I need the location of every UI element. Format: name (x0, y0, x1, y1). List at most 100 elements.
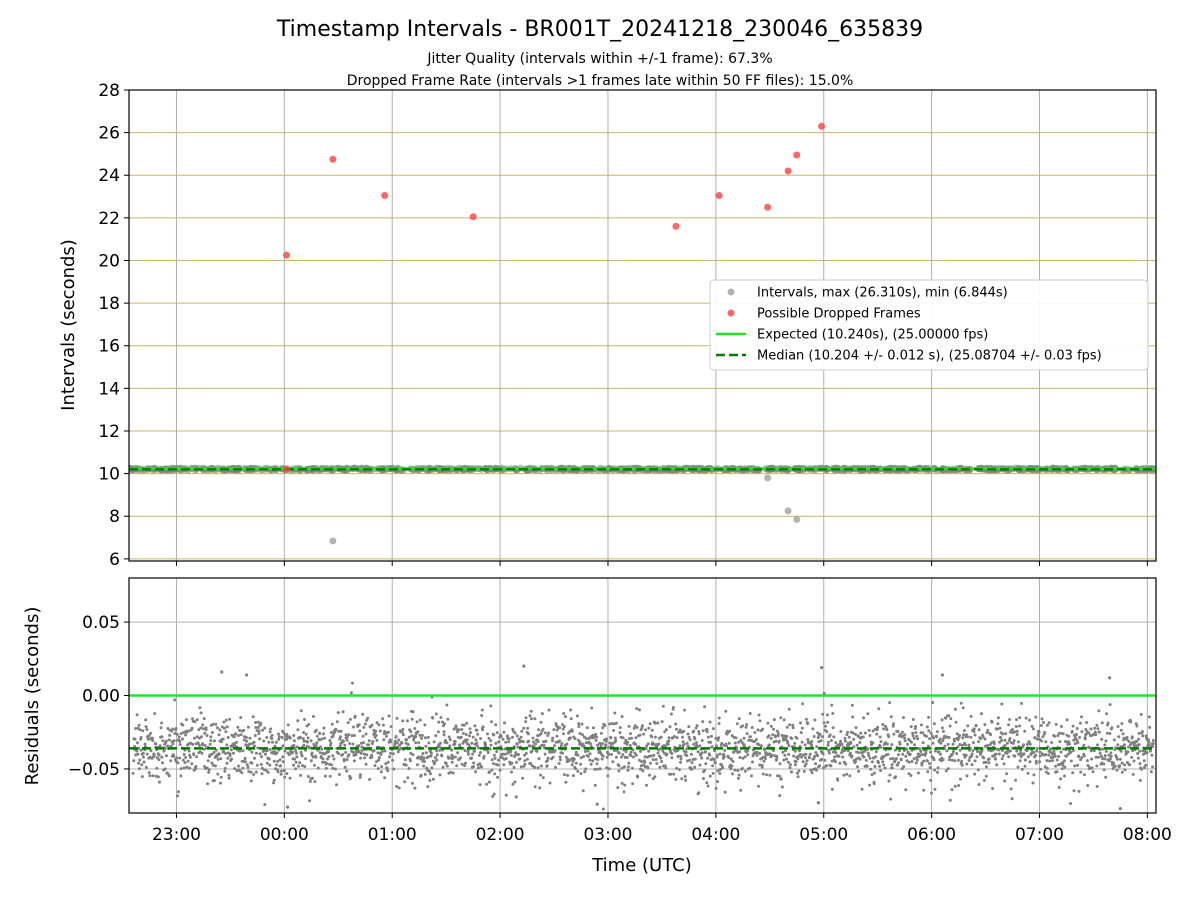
residual-point (487, 780, 491, 784)
residual-point (397, 738, 401, 742)
residual-point (755, 750, 759, 754)
residual-point (533, 785, 537, 789)
residual-point (1044, 753, 1048, 757)
residual-point (207, 770, 211, 774)
residual-point (900, 730, 904, 734)
residual-point (551, 739, 554, 743)
residual-point (492, 733, 496, 737)
residual-point (432, 740, 436, 744)
residual-point (1018, 716, 1022, 720)
residual-point (734, 736, 738, 740)
residual-point (941, 739, 945, 743)
residual-point (733, 768, 737, 772)
residual-point (277, 735, 281, 739)
residual-point (381, 717, 385, 721)
residual-point (246, 725, 250, 729)
residual-point (879, 769, 883, 773)
residual-point (375, 760, 378, 764)
residual-point (576, 769, 580, 773)
residual-point (998, 740, 1002, 744)
residual-point (367, 743, 371, 747)
residual-point (881, 723, 885, 726)
residual-point (791, 726, 795, 730)
residual-point (948, 724, 952, 728)
residual-point (293, 746, 297, 750)
residual-point (1023, 764, 1027, 768)
residual-point (976, 768, 980, 772)
residual-point (442, 730, 446, 734)
residual-point (935, 730, 939, 734)
residual-point (403, 758, 407, 762)
residual-point (1094, 755, 1098, 759)
residual-point (729, 757, 733, 761)
intervals-x-ticks (175, 561, 1148, 566)
residual-point (741, 724, 745, 728)
x-tick-label: 04:00 (691, 825, 740, 845)
residual-point (302, 739, 306, 743)
residual-point (1109, 754, 1113, 758)
residual-point (685, 754, 689, 758)
residual-point (775, 754, 779, 758)
residual-point (479, 737, 482, 740)
residual-point (953, 784, 957, 788)
residual-point (850, 703, 854, 707)
residual-point (617, 764, 621, 768)
residual-point (879, 740, 883, 744)
residual-point (892, 732, 896, 736)
residual-point (422, 764, 426, 768)
residual-point (1077, 789, 1081, 793)
residual-point (256, 720, 260, 724)
residual-point (586, 754, 590, 758)
residual-point (955, 732, 959, 736)
residual-point (300, 754, 304, 758)
residual-point (184, 718, 188, 722)
residual-point (967, 759, 971, 762)
residual-point (260, 755, 263, 759)
residual-point (217, 752, 221, 756)
residual-point (1058, 740, 1062, 744)
residual-point (487, 736, 491, 740)
residual-point (222, 726, 226, 730)
legend: Intervals, max (26.310s), min (6.844s) P… (709, 279, 1149, 371)
residual-point (308, 746, 312, 750)
residual-point (1022, 743, 1026, 747)
residual-point (705, 781, 709, 785)
residual-point (925, 759, 929, 763)
residual-point (1018, 724, 1021, 728)
residual-point (1086, 784, 1090, 787)
residual-point (263, 803, 267, 807)
residual-point (424, 751, 428, 755)
residual-point (540, 712, 544, 716)
residual-point (388, 755, 392, 759)
residual-point (924, 749, 928, 753)
residual-point (729, 767, 733, 771)
intervals-data (129, 122, 1156, 545)
residual-point (803, 764, 807, 768)
residual-point (477, 753, 481, 757)
residual-point (660, 720, 664, 724)
residual-point (454, 755, 457, 759)
residual-point (463, 749, 467, 753)
residual-point (838, 761, 842, 765)
residual-point (258, 752, 262, 756)
residual-point (672, 735, 676, 738)
residual-point (342, 739, 345, 743)
residual-point (318, 732, 322, 735)
residual-point (259, 723, 263, 726)
residual-point (200, 735, 203, 739)
residual-point (939, 752, 942, 756)
residual-point (263, 726, 267, 730)
residual-point (1054, 722, 1058, 726)
residual-point (675, 736, 679, 740)
residual-point (222, 749, 226, 753)
residual-point (877, 761, 880, 765)
residual-point (833, 755, 837, 759)
residual-point (825, 713, 829, 717)
residual-point (433, 761, 437, 765)
residual-point (793, 763, 797, 767)
residual-point (294, 751, 298, 755)
residual-point (185, 765, 189, 769)
residual-point (863, 749, 867, 753)
